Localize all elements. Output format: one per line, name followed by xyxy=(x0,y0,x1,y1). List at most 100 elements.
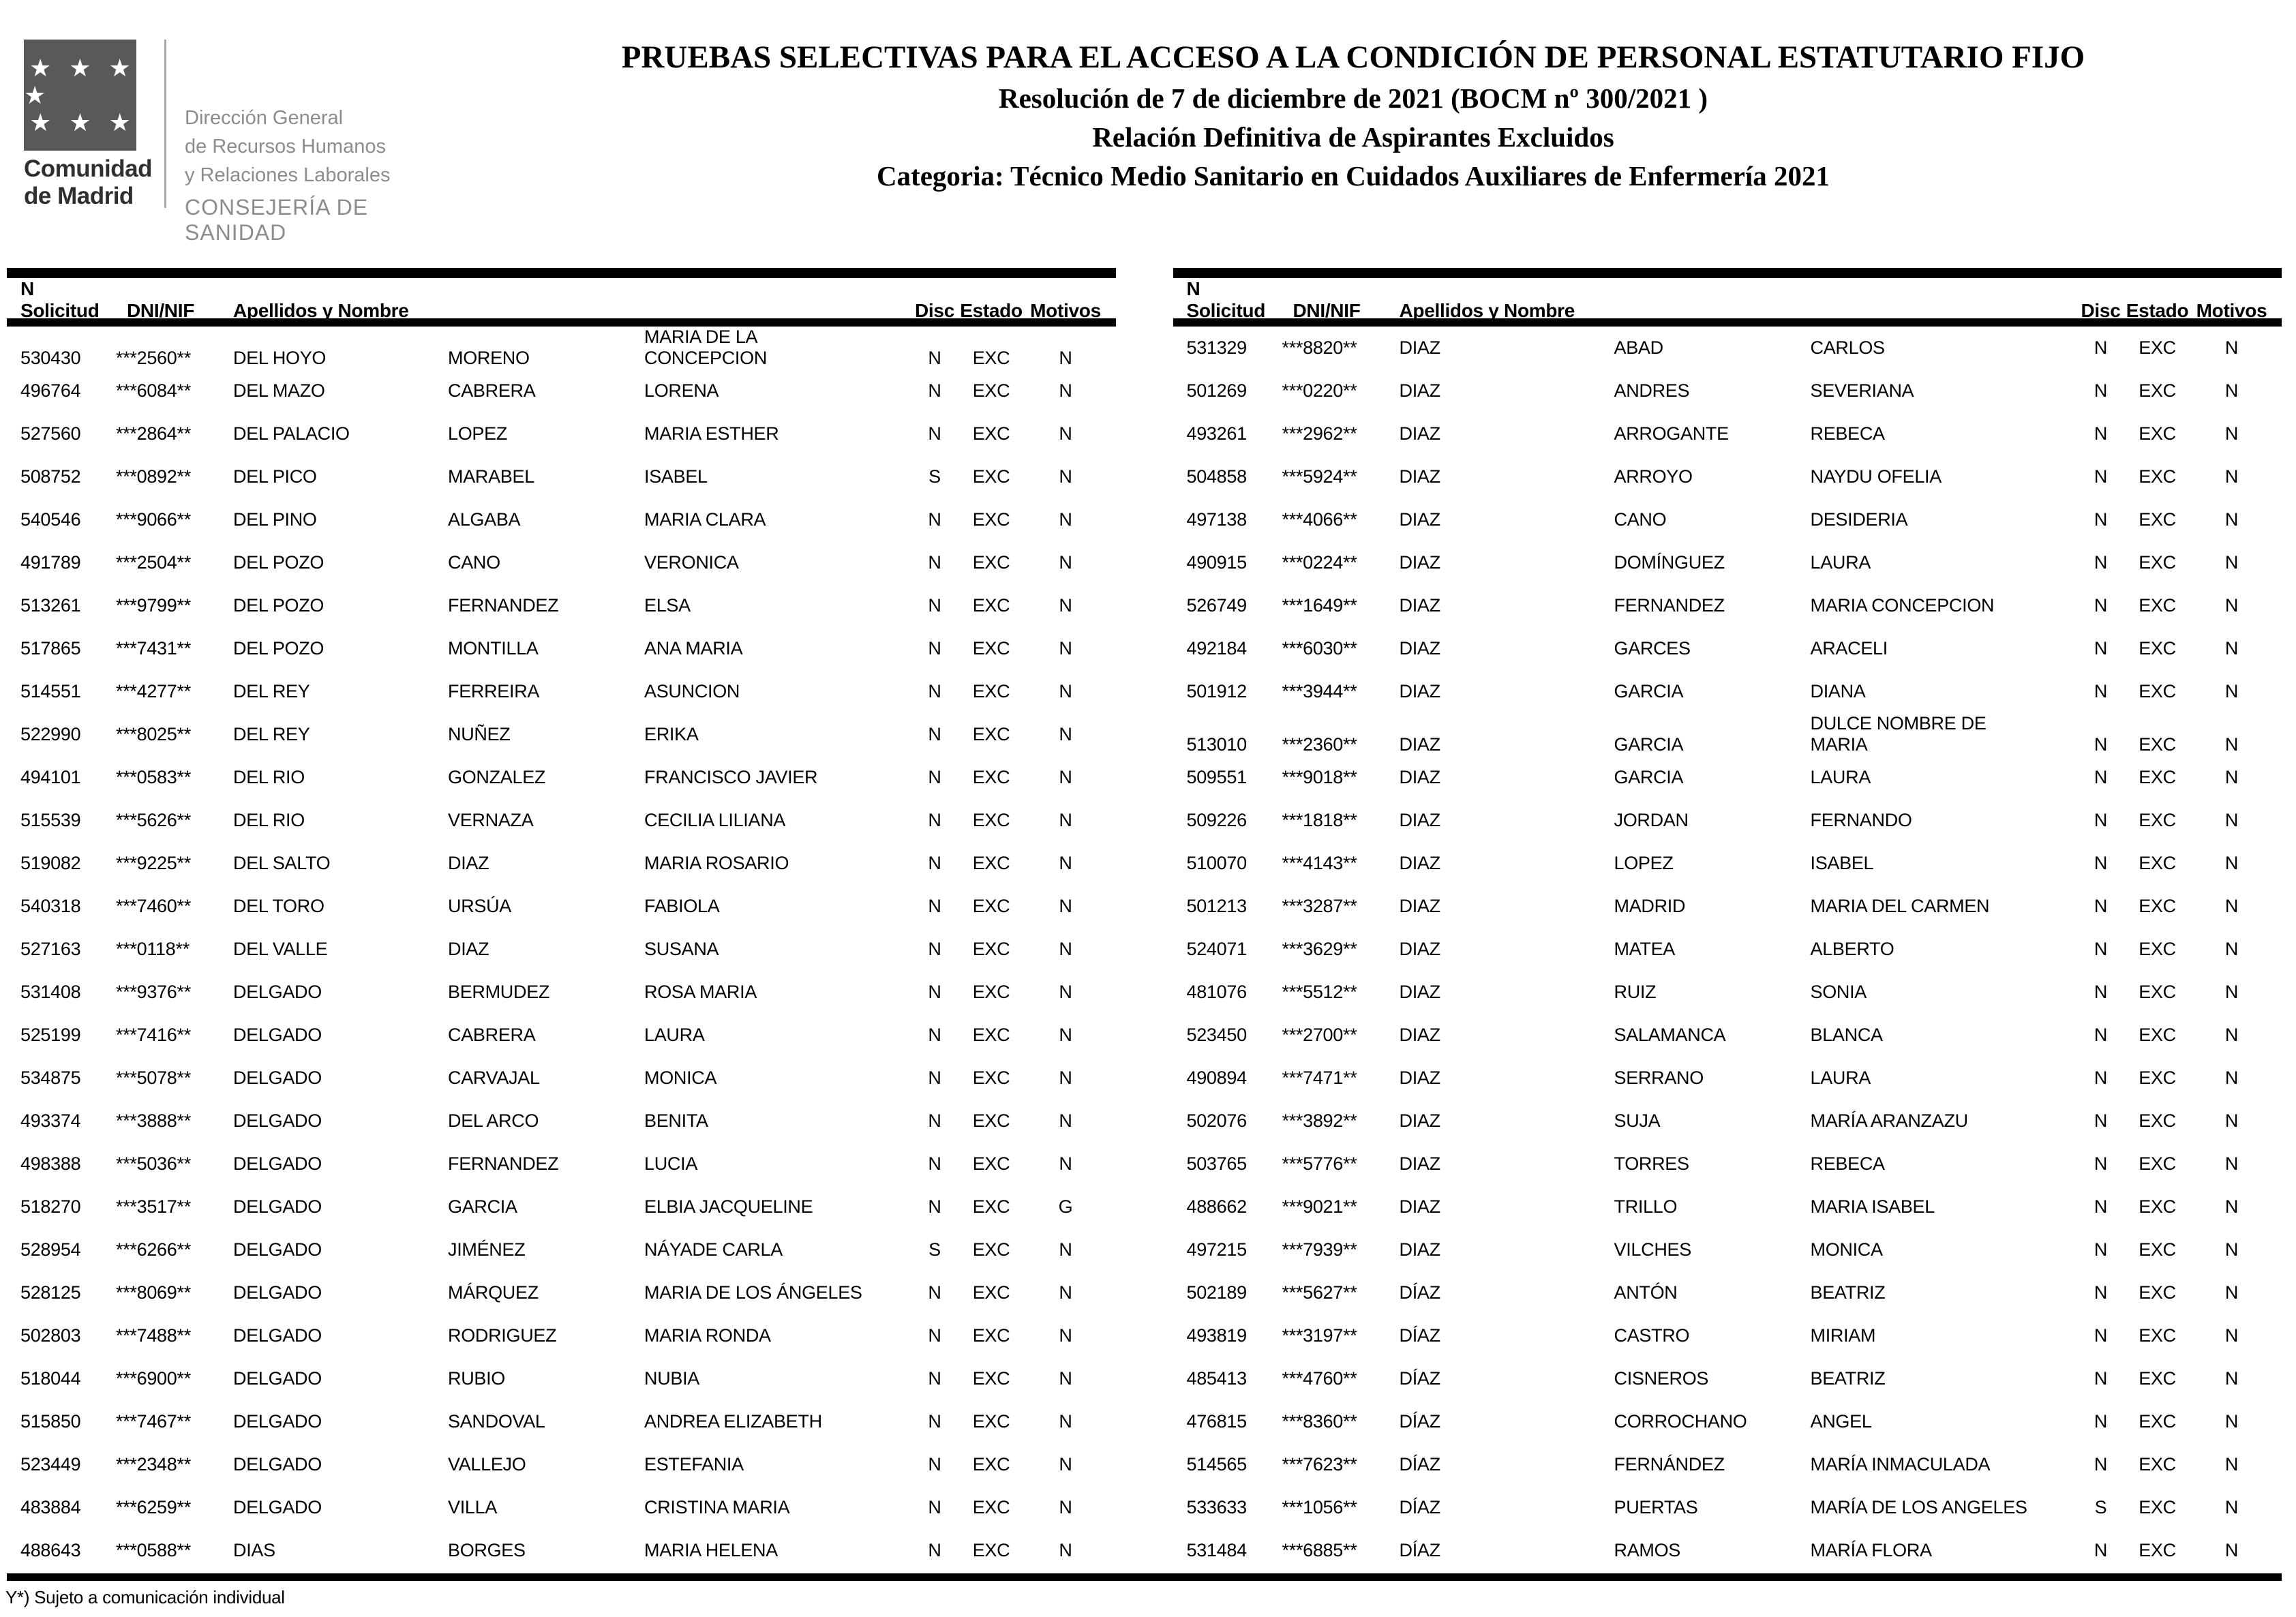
table-header-rule xyxy=(7,318,1116,327)
cell-solicitud: 525199 xyxy=(20,1025,81,1045)
cell-disc: N xyxy=(2094,380,2108,401)
document-title-block: PRUEBAS SELECTIVAS PARA EL ACCESO A LA C… xyxy=(450,35,2256,196)
cell-nombre: FABIOLA xyxy=(644,896,720,916)
cell-solicitud: 528954 xyxy=(20,1239,81,1260)
cell-estado: EXC xyxy=(2139,1282,2176,1303)
cell-apellido1: DIAZ xyxy=(1399,734,1441,755)
cell-apellido1: DELGADO xyxy=(233,1368,322,1389)
column-header-disc: Disc xyxy=(2081,300,2121,321)
table-row: 501213 ***3287** DIAZ MADRID MARIA DEL C… xyxy=(1173,885,2282,928)
cell-apellido2: DIAZ xyxy=(448,939,489,959)
cell-apellido1: DELGADO xyxy=(233,1411,322,1432)
region-name-line1: Comunidad xyxy=(24,155,152,182)
table-row: 528954 ***6266** DELGADO JIMÉNEZ NÁYADE … xyxy=(7,1228,1116,1271)
cell-disc: N xyxy=(2094,1368,2108,1389)
table-row: 527560 ***2864** DEL PALACIO LOPEZ MARIA… xyxy=(7,412,1116,455)
cell-apellido1: DIAZ xyxy=(1399,1239,1441,1260)
cell-motivos: N xyxy=(1059,1282,1072,1303)
cell-apellido2: DIAZ xyxy=(448,853,489,873)
cell-motivos: N xyxy=(2224,1153,2239,1174)
cell-nombre: NÁYADE CARLA xyxy=(644,1239,783,1260)
cell-motivos: N xyxy=(1059,1454,1072,1475)
cell-apellido1: DELGADO xyxy=(233,982,322,1002)
cell-apellido2: BORGES xyxy=(448,1540,526,1560)
cell-disc: N xyxy=(928,853,941,873)
cell-dni: ***7460** xyxy=(116,896,191,916)
table-row: 534875 ***5078** DELGADO CARVAJAL MONICA… xyxy=(7,1057,1116,1100)
cell-disc: N xyxy=(928,423,941,444)
cell-apellido1: DELGADO xyxy=(233,1325,322,1346)
cell-estado: EXC xyxy=(972,724,1010,744)
cell-nombre: MIRIAM xyxy=(1810,1325,1876,1346)
cell-disc: N xyxy=(928,939,941,959)
cell-estado: EXC xyxy=(2139,509,2176,530)
cell-apellido1: DIAZ xyxy=(1399,1110,1441,1131)
cell-estado: EXC xyxy=(2139,896,2176,916)
cell-apellido2: MORENO xyxy=(448,348,530,368)
list-subtitle: Relación Definitiva de Aspirantes Exclui… xyxy=(1092,121,1614,153)
cell-dni: ***4066** xyxy=(1282,509,1357,530)
cell-disc: N xyxy=(928,638,941,659)
cell-apellido1: DEL RIO xyxy=(233,767,305,787)
cell-motivos: N xyxy=(2224,1196,2239,1217)
cell-apellido1: DÍAZ xyxy=(1399,1540,1441,1560)
cell-apellido1: DIAZ xyxy=(1399,1153,1441,1174)
cell-nombre: NAYDU OFELIA xyxy=(1810,466,1942,487)
cell-nombre: MARÍA INMACULADA xyxy=(1810,1454,1991,1475)
cell-nombre: ARACELI xyxy=(1810,638,1888,659)
cell-disc: N xyxy=(2094,896,2108,916)
logo-divider xyxy=(164,40,166,208)
cell-disc: N xyxy=(928,681,941,701)
table-row: 513261 ***9799** DEL POZO FERNANDEZ ELSA… xyxy=(7,584,1116,627)
cell-apellido1: DELGADO xyxy=(233,1153,322,1174)
cell-solicitud: 531329 xyxy=(1186,337,1248,358)
cell-disc: N xyxy=(2094,1196,2108,1217)
cell-nombre: DULCE NOMBRE DE MARIA xyxy=(1810,713,1987,755)
cell-estado: EXC xyxy=(972,1282,1010,1303)
cell-estado: EXC xyxy=(2139,466,2176,487)
cell-apellido1: DEL TORO xyxy=(233,896,324,916)
cell-apellido2: RUIZ xyxy=(1614,982,1657,1002)
cell-apellido2: TORRES xyxy=(1614,1153,1690,1174)
cell-apellido1: DÍAZ xyxy=(1399,1368,1441,1389)
cell-dni: ***8025** xyxy=(116,724,191,744)
cell-solicitud: 485413 xyxy=(1186,1368,1248,1389)
cell-apellido2: SUJA xyxy=(1614,1110,1661,1131)
cell-apellido2: LOPEZ xyxy=(1614,853,1674,873)
cell-apellido2: GONZALEZ xyxy=(448,767,546,787)
cell-dni: ***7488** xyxy=(116,1325,191,1346)
cell-apellido1: DELGADO xyxy=(233,1196,322,1217)
cell-estado: EXC xyxy=(2139,1325,2176,1346)
table-row: 522990 ***8025** DEL REY NUÑEZ ERIKA N E… xyxy=(7,713,1116,756)
cell-solicitud: 513261 xyxy=(20,595,81,616)
cell-apellido2: JIMÉNEZ xyxy=(448,1239,526,1260)
cell-disc: N xyxy=(928,724,941,744)
cell-motivos: N xyxy=(2224,1368,2239,1389)
cell-apellido1: DIAZ xyxy=(1399,509,1441,530)
flag-stars-row-1: ★ ★ ★ ★ xyxy=(24,53,136,109)
cell-apellido2: FERNANDEZ xyxy=(448,1153,559,1174)
cell-nombre: FRANCISCO JAVIER xyxy=(644,767,818,787)
cell-apellido1: DELGADO xyxy=(233,1025,322,1045)
table-row: 523449 ***2348** DELGADO VALLEJO ESTEFAN… xyxy=(7,1443,1116,1486)
column-header-apellidos: Apellidos y Nombre xyxy=(1399,300,1575,321)
cell-solicitud: 494101 xyxy=(20,767,81,787)
cell-disc: N xyxy=(928,595,941,616)
cell-estado: EXC xyxy=(2139,638,2176,659)
cell-estado: EXC xyxy=(972,380,1010,401)
cell-disc: N xyxy=(2094,552,2108,573)
cell-solicitud: 515539 xyxy=(20,810,81,830)
cell-solicitud: 481076 xyxy=(1186,982,1248,1002)
cell-apellido2: FERREIRA xyxy=(448,681,540,701)
cell-nombre: BLANCA xyxy=(1810,1025,1884,1045)
table-row: 530430 ***2560** DEL HOYO MORENO MARIA D… xyxy=(7,327,1116,369)
cell-dni: ***3892** xyxy=(1282,1110,1357,1131)
cell-dni: ***8820** xyxy=(1282,337,1357,358)
cell-solicitud: 483884 xyxy=(20,1497,81,1517)
table-row: 476815 ***8360** DÍAZ CORROCHANO ANGEL N… xyxy=(1173,1400,2282,1443)
department-line1: Dirección General xyxy=(185,107,344,129)
cell-estado: EXC xyxy=(2139,552,2176,573)
cell-dni: ***5627** xyxy=(1282,1282,1357,1303)
cell-apellido1: DIAZ xyxy=(1399,982,1441,1002)
category-subtitle: Categoria: Técnico Medio Sanitario en Cu… xyxy=(876,160,1830,192)
